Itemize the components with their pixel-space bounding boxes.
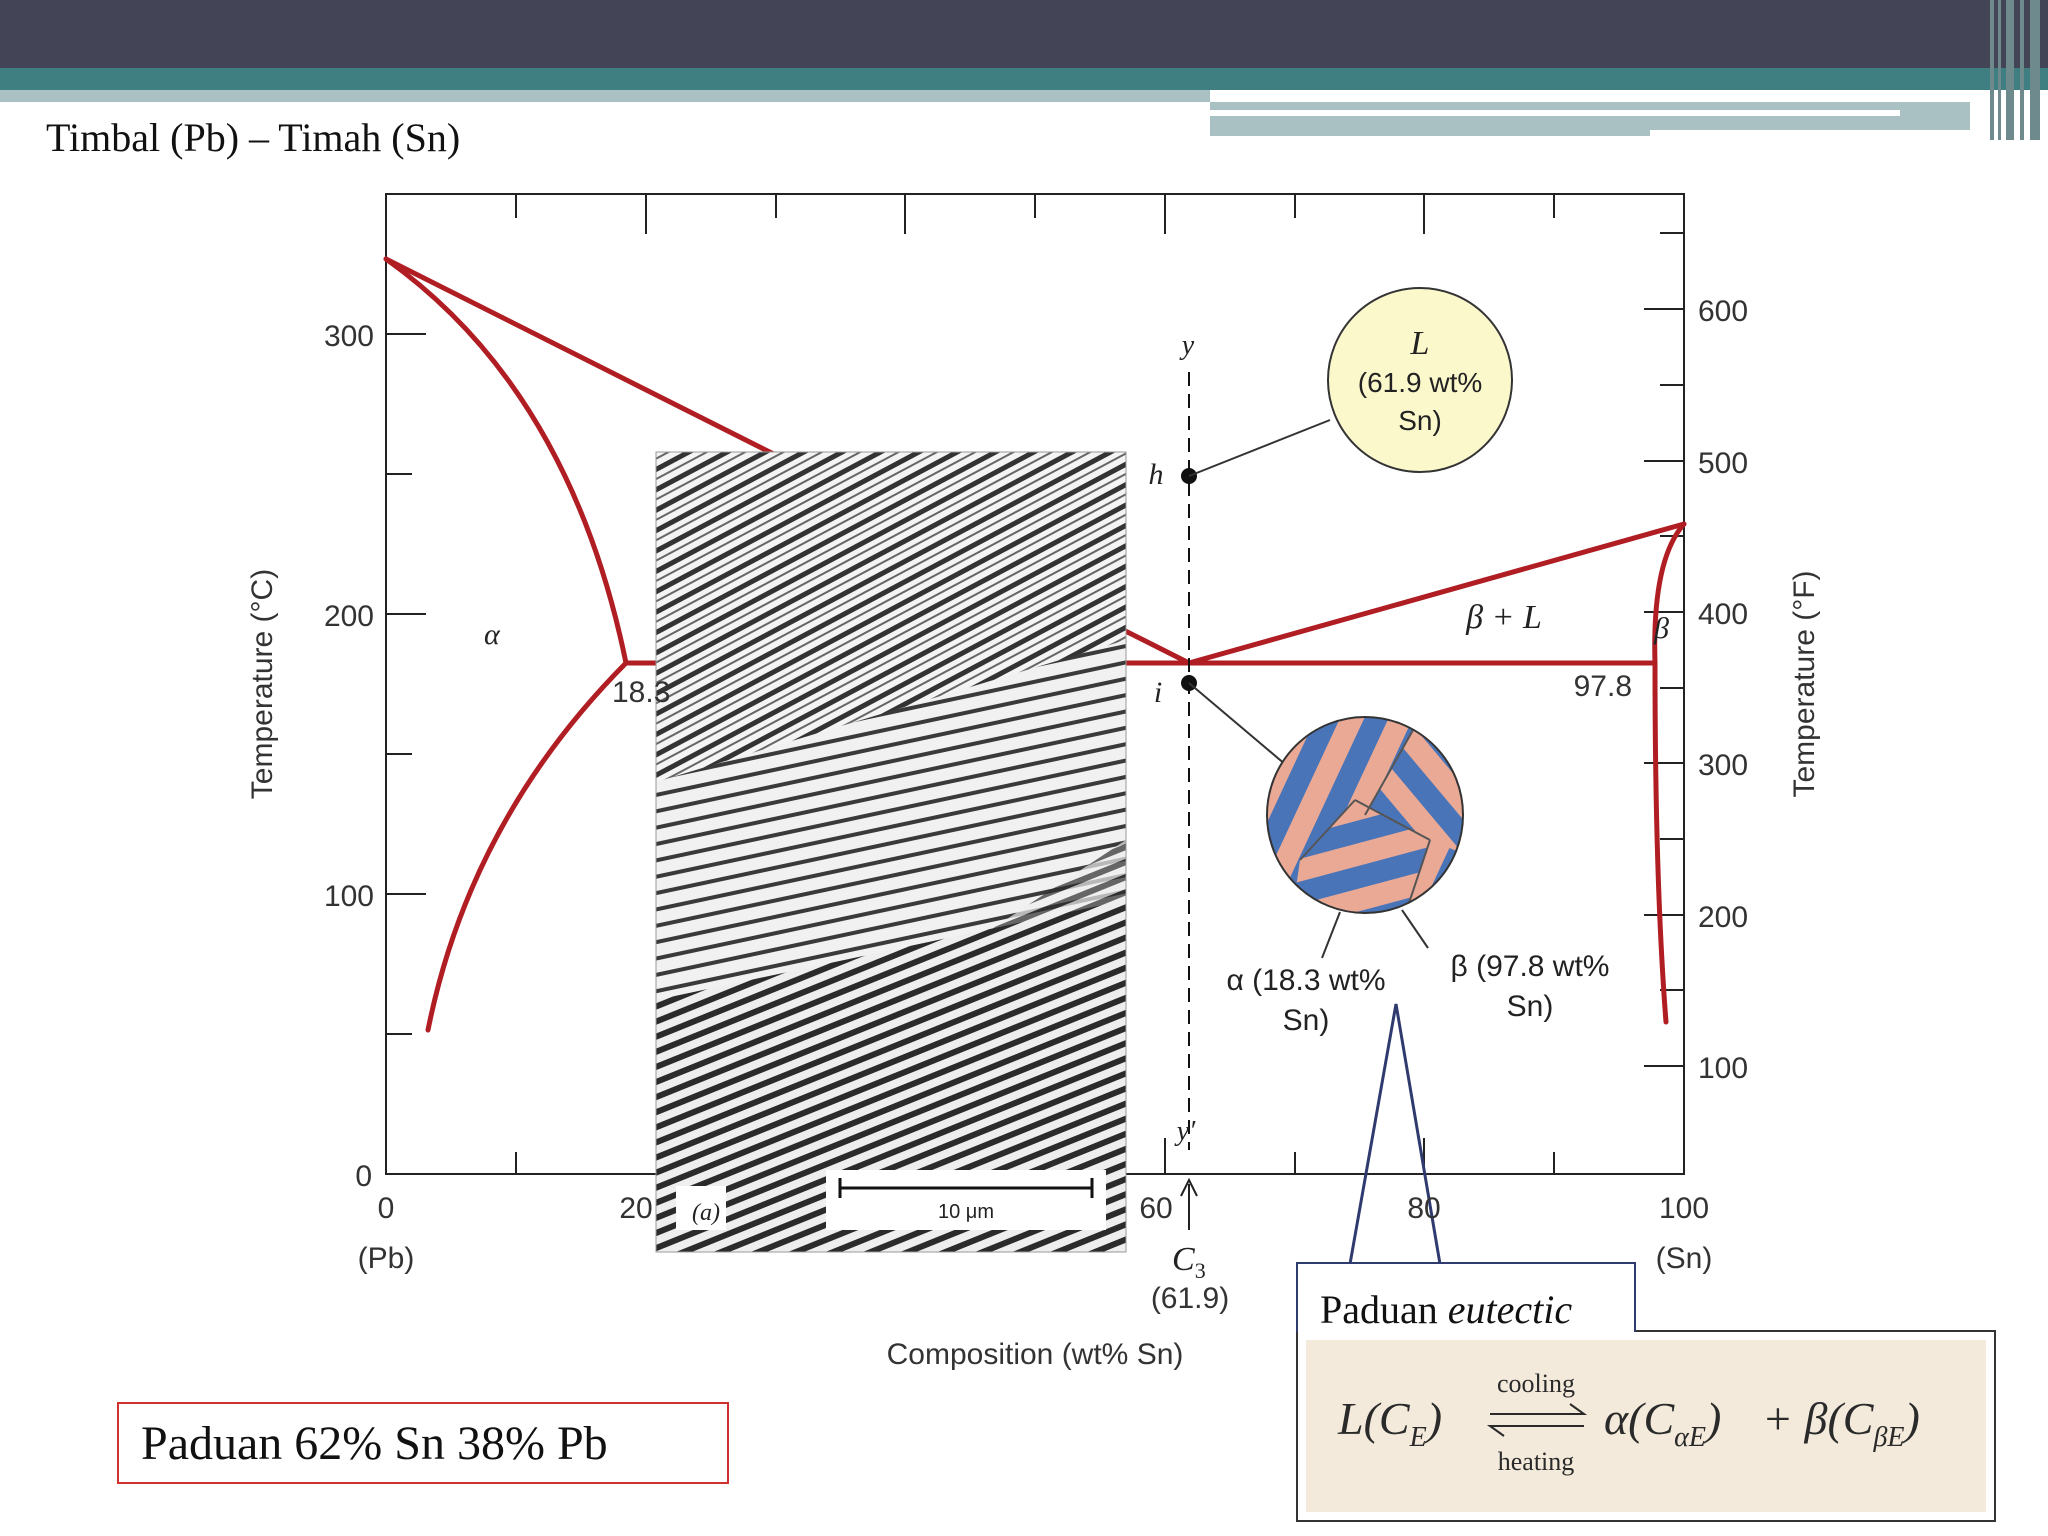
right-tick-marks [1644, 232, 1684, 1067]
decor-rail [1998, 0, 2001, 140]
bubble-liquid-symbol: L [1410, 325, 1430, 362]
slide-title: Timbal (Pb) – Timah (Sn) [46, 115, 461, 160]
liquid-bubble [1327, 287, 1513, 473]
point-i-label: i [1154, 676, 1162, 709]
liquidus-right [1186, 521, 1687, 666]
decor-rail [2020, 0, 2024, 140]
eutectic-callout: Paduan eutectic [1296, 1262, 1636, 1332]
leader-beta [1401, 909, 1429, 949]
eutectic-prefix: Paduan [1320, 1287, 1448, 1332]
accent-band [0, 68, 2048, 90]
left-tick-label: 100 [324, 880, 374, 913]
leader-alpha [1321, 911, 1341, 959]
region-beta: β [1653, 612, 1669, 645]
reaction-lhs: L(CE) [1337, 1393, 1442, 1453]
region-alpha: α [484, 618, 501, 651]
right-tick-label: 600 [1698, 295, 1748, 328]
left-tick-marks [386, 333, 426, 1175]
micrograph-image [655, 451, 1127, 1253]
bubble-liquid-line: Sn) [1398, 405, 1442, 436]
leader-i [1188, 682, 1287, 766]
decor-rail [2030, 0, 2040, 140]
micrograph-label: (a) [692, 1200, 720, 1226]
point-h-label: h [1149, 458, 1164, 491]
solvus-beta [1652, 660, 1669, 1025]
bottom-tick-label: 80 [1407, 1192, 1440, 1225]
reaction-heating: heating [1498, 1447, 1575, 1476]
reaction-rhs: α(CαE) [1604, 1393, 1721, 1453]
alloy-label: Paduan 62% Sn 38% Pb [141, 1417, 608, 1470]
alpha-note: α (18.3 wt% [1226, 964, 1385, 997]
eutectic-callout-pointer [1348, 1003, 1442, 1265]
reaction-plus: + β(CβE) [1762, 1393, 1920, 1453]
right-tick-label: 300 [1698, 749, 1748, 782]
eutectic-microstructure-bubble [1267, 717, 1463, 913]
solidus-alpha [383, 256, 629, 666]
leader-h [1188, 419, 1331, 477]
alloy-callout: Paduan 62% Sn 38% Pb [117, 1402, 729, 1484]
line-label-y: y [1179, 330, 1195, 361]
right-tick-label: 200 [1698, 901, 1748, 934]
bubble-liquid-line: (61.9 wt% [1358, 367, 1483, 398]
accent-band-highlight [1650, 130, 1970, 138]
bottom-tick-label: 0 [378, 1192, 395, 1225]
title-bar [0, 0, 2048, 68]
scale-bar-label: 10 μm [938, 1201, 994, 1223]
left-tick-label: 0 [355, 1160, 372, 1193]
c3-value: (61.9) [1151, 1282, 1229, 1315]
accent-band-highlight [1210, 110, 1900, 116]
axis-end-label-sn: (Sn) [1656, 1242, 1713, 1275]
line-label-y-prime: y′ [1174, 1116, 1196, 1147]
reaction-box [1296, 1330, 1996, 1522]
left-axis-label: Temperature (°C) [246, 569, 279, 799]
c3-label: C3 [1172, 1241, 1206, 1283]
bottom-tick-label: 60 [1139, 1192, 1172, 1225]
bottom-tick-label: 100 [1659, 1192, 1709, 1225]
scale-bar-box [826, 1170, 1106, 1230]
reaction-cooling: cooling [1497, 1369, 1575, 1398]
left-tick-label: 200 [324, 600, 374, 633]
eutectic-word: eutectic [1447, 1287, 1573, 1332]
beta-limit-value: 97.8 [1574, 670, 1632, 703]
accent-band-light [0, 90, 1210, 102]
right-tick-label: 100 [1698, 1052, 1748, 1085]
solvus-alpha [425, 660, 629, 1033]
region-beta-plus-l: β + L [1465, 599, 1542, 636]
alpha-note: Sn) [1283, 1004, 1330, 1037]
beta-note: Sn) [1507, 990, 1554, 1023]
bottom-tick-label: 20 [619, 1192, 652, 1225]
decor-rail [1990, 0, 1994, 140]
x-axis-label: Composition (wt% Sn) [887, 1338, 1184, 1371]
axis-end-label-pb: (Pb) [358, 1242, 415, 1275]
right-tick-label: 500 [1698, 447, 1748, 480]
beta-note: β (97.8 wt% [1451, 950, 1610, 983]
alpha-limit-value: 18.3 [612, 676, 670, 709]
decor-rail [2006, 0, 2014, 140]
top-tick-marks [515, 194, 1555, 234]
right-axis-label: Temperature (°F) [1788, 570, 1821, 797]
solidus-beta [1652, 521, 1687, 666]
left-tick-label: 300 [324, 320, 374, 353]
right-tick-label: 400 [1698, 598, 1748, 631]
eutectic-reaction: L(CE) cooling heating α(CαE) + β(CβE) [1337, 1369, 1920, 1476]
